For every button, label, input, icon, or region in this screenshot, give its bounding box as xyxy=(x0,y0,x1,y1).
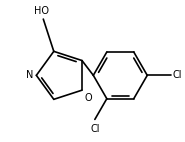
Text: N: N xyxy=(26,70,33,80)
Text: Cl: Cl xyxy=(90,124,100,134)
Text: Cl: Cl xyxy=(172,70,182,80)
Text: O: O xyxy=(84,93,92,103)
Text: HO: HO xyxy=(34,7,49,16)
